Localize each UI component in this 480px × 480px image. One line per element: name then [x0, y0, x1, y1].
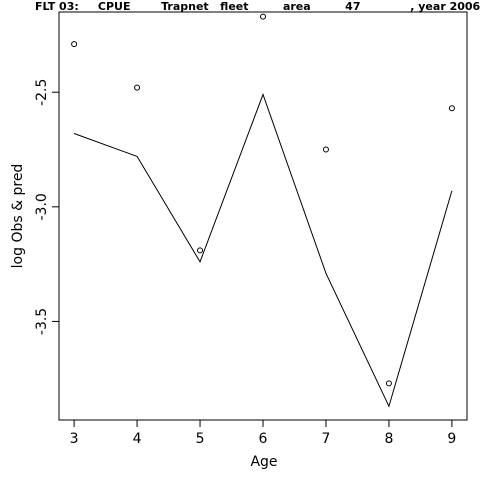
observed-point [322, 146, 329, 153]
x-tick-label: 8 [384, 431, 393, 447]
observed-point [260, 13, 266, 20]
y-tick-label: -3.0 [34, 193, 50, 220]
x-tick-label: 9 [447, 431, 456, 447]
plot-frame [58, 11, 468, 421]
y-axis: -3.5 -3.0 -2.5 [34, 79, 60, 335]
observed-point [385, 380, 392, 387]
x-tick-label: 3 [70, 431, 79, 447]
x-tick-label: 7 [322, 431, 331, 447]
x-axis: 3 4 5 6 7 8 9 [70, 419, 456, 447]
y-axis-label: log Obs & pred [10, 164, 26, 269]
observed-point [71, 41, 78, 48]
x-tick-label: 5 [196, 431, 205, 447]
x-axis-label: Age [250, 454, 277, 470]
predicted-line [73, 93, 453, 408]
y-tick-label: -3.5 [34, 308, 50, 335]
observed-point [448, 105, 455, 112]
x-tick-label: 4 [133, 431, 142, 447]
observed-point [197, 247, 204, 254]
series-layer [71, 13, 455, 408]
x-tick-label: 6 [259, 431, 268, 447]
y-tick-label: -2.5 [34, 79, 50, 106]
chart-title: FLT 03: CPUE Trapnet fleet area 47 , yea… [35, 0, 480, 13]
observed-point [134, 84, 141, 91]
